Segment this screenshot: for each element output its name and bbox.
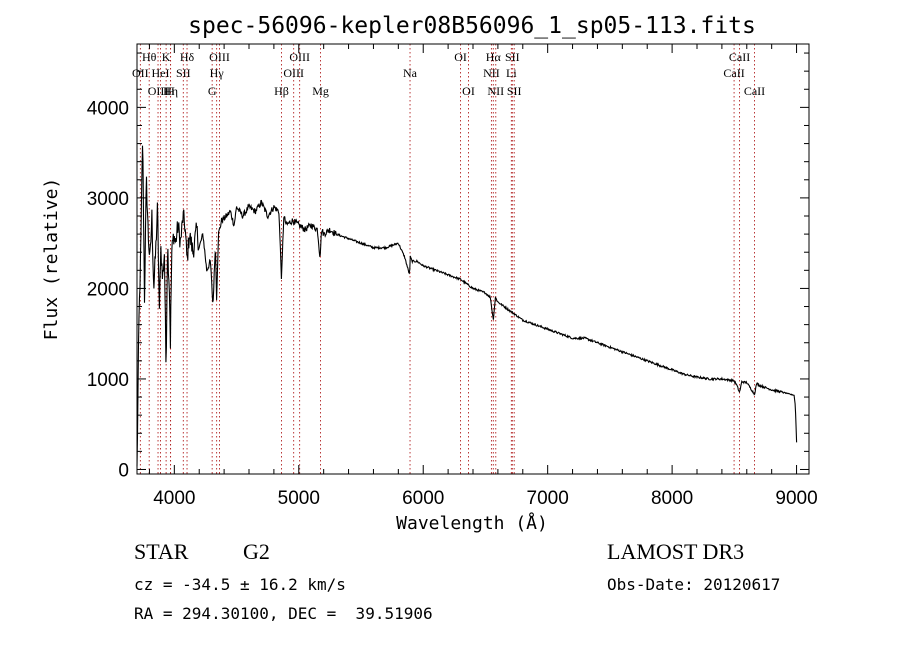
spectral-line-label: K <box>162 50 171 64</box>
spectral-line-label: NII <box>487 84 504 98</box>
spectral-line-label: Hη <box>163 84 178 98</box>
spectral-line-label: SII <box>505 50 520 64</box>
spectral-line-label: CaII <box>723 66 744 80</box>
obs-date: Obs-Date: 20120617 <box>607 575 781 594</box>
x-tick-label: 4000 <box>153 488 195 509</box>
object-class: STAR <box>134 539 189 564</box>
x-tick-label: 7000 <box>527 488 569 509</box>
spectral-line-label: OI <box>462 84 475 98</box>
spectral-line-label: CaII <box>744 84 765 98</box>
coordinates: RA = 294.30100, DEC = 39.51906 <box>134 604 433 623</box>
y-tick-label: 3000 <box>87 189 129 210</box>
x-tick-label: 9000 <box>775 488 817 509</box>
y-axis-ticks: 0 1000 2000 3000 4000 <box>87 52 809 481</box>
object-subclass: G2 <box>243 539 270 564</box>
spectral-line-label: Hγ <box>210 66 225 80</box>
spectral-line-label: HeI <box>152 66 170 80</box>
y-tick-label: 1000 <box>87 370 129 391</box>
y-tick-label: 0 <box>118 460 129 481</box>
x-axis-label: Wavelength (Å) <box>396 512 548 534</box>
spectral-line-markers <box>139 44 755 474</box>
spectral-line-label: CaII <box>729 50 750 64</box>
spectral-line-label: OII <box>132 66 149 80</box>
x-tick-label: 6000 <box>402 488 444 509</box>
redshift-readout: cz = -34.5 ± 16.2 km/s <box>134 575 346 594</box>
y-axis-label: Flux (relative) <box>41 178 62 341</box>
spectral-line-label: Hβ <box>274 84 289 98</box>
spectral-line-label: Hδ <box>180 50 195 64</box>
spectral-line-label: OIII <box>283 66 304 80</box>
x-tick-label: 5000 <box>278 488 320 509</box>
spectral-line-label: Mg <box>312 84 329 98</box>
spectral-line-label: SII <box>507 84 522 98</box>
chart-title: spec-56096-kepler08B56096_1_sp05-113.fit… <box>188 13 756 39</box>
spectral-line-label: Li <box>506 66 517 80</box>
spectral-line-label: NII <box>483 66 500 80</box>
spectral-line-label: Hθ <box>142 50 157 64</box>
spectrum-series-line <box>136 145 798 467</box>
plot-frame <box>136 43 810 475</box>
y-tick-label: 4000 <box>87 98 129 119</box>
y-tick-label: 2000 <box>87 279 129 300</box>
survey-name: LAMOST DR3 <box>607 539 745 564</box>
x-axis-ticks: 4000 5000 6000 7000 8000 9000 <box>148 44 818 509</box>
spectral-line-label: G <box>208 84 217 98</box>
x-tick-label: 8000 <box>651 488 693 509</box>
spectral-line-label: SII <box>176 66 191 80</box>
spectral-line-label: Na <box>403 66 418 80</box>
spectral-line-label: OIII <box>148 84 169 98</box>
spectral-line-label: H <box>166 84 175 98</box>
spectral-line-label: Hα <box>486 50 502 64</box>
spectral-line-label: OIII <box>289 50 310 64</box>
spectral-line-label: OI <box>454 50 467 64</box>
spectral-line-label: OIII <box>209 50 230 64</box>
